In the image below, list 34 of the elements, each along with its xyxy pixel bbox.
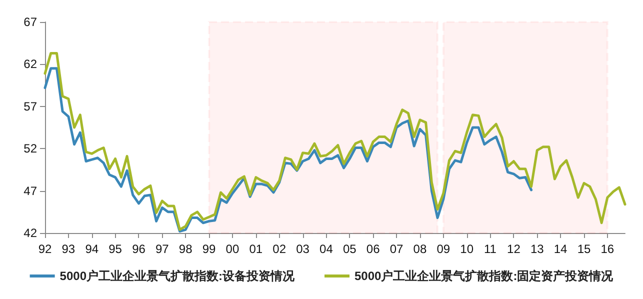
x-tick-label: 02: [272, 242, 286, 256]
x-tick-label: 94: [85, 242, 99, 256]
x-tick-label: 16: [600, 242, 614, 256]
x-tick-label: 95: [108, 242, 122, 256]
x-tick-label: 15: [577, 242, 591, 256]
y-tick-label: 57: [24, 99, 38, 114]
x-tick-label: 03: [296, 242, 310, 256]
x-tick-label: 92: [38, 242, 52, 256]
legend-label: 5000户工业企业景气扩散指数:固定资产投资情况: [354, 269, 614, 283]
line-series: [44, 52, 626, 231]
x-tick-label: 11: [484, 242, 497, 256]
x-tick-label: 96: [132, 242, 146, 256]
x-tick-label: 99: [202, 242, 216, 256]
x-tick-label: 05: [342, 242, 357, 256]
x-tick-label: 06: [366, 242, 380, 256]
x-tick-label: 07: [390, 242, 404, 256]
legend-label: 5000户工业企业景气扩散指数:设备投资情况: [60, 269, 296, 283]
y-tick-label: 62: [24, 57, 38, 72]
x-tick-label: 01: [249, 242, 263, 256]
x-tick-label: 14: [554, 242, 568, 256]
y-tick-label: 52: [24, 142, 38, 156]
x-tick-label: 98: [178, 242, 193, 256]
x-tick-label: 08: [413, 242, 427, 256]
y-tick-label: 42: [24, 226, 38, 240]
x-tick-label: 04: [320, 242, 334, 256]
x-tick-label: 13: [530, 242, 544, 256]
x-tick-label: 09: [436, 242, 450, 256]
x-tick-label: 12: [507, 242, 521, 256]
y-tick-label: 67: [24, 15, 38, 29]
x-tick-label: 97: [155, 242, 170, 256]
x-tick-label: 93: [62, 242, 76, 256]
x-tick-label: 10: [460, 242, 474, 256]
x-tick-label: 00: [226, 242, 240, 256]
y-tick-label: 47: [24, 184, 38, 198]
